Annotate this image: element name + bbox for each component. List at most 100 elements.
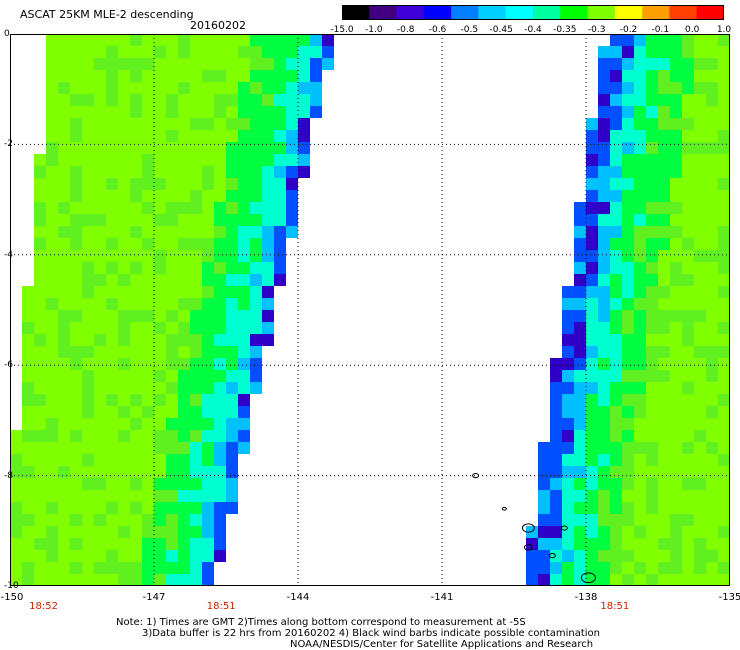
- swath-cell: [214, 58, 226, 70]
- swath-cell: [574, 538, 586, 550]
- swath-cell: [286, 178, 298, 190]
- swath-cell: [106, 274, 118, 286]
- swath-cell: [166, 358, 178, 370]
- swath-cell: [670, 238, 682, 250]
- colorbar-tick-label: -0.45: [489, 25, 513, 35]
- swath-cell: [130, 250, 142, 262]
- swath-cell: [262, 250, 274, 262]
- swath-cell: [646, 106, 658, 118]
- swath-cell: [706, 34, 718, 46]
- swath-cell: [70, 262, 82, 274]
- swath-cell: [190, 430, 202, 442]
- swath-cell: [682, 346, 694, 358]
- swath-cell: [214, 346, 226, 358]
- swath-cell: [658, 286, 670, 298]
- swath-cell: [298, 154, 310, 166]
- swath-time-label: 18:51: [206, 601, 236, 612]
- colorbar-segment: [696, 5, 724, 20]
- colorbar: [342, 5, 724, 20]
- swath-cell: [142, 262, 154, 274]
- swath-cell: [550, 430, 562, 442]
- swath-cell: [658, 514, 670, 526]
- swath-cell: [274, 106, 286, 118]
- swath-cell: [214, 550, 226, 562]
- swath-cell: [154, 34, 166, 46]
- swath-cell: [658, 550, 670, 562]
- swath-cell: [262, 286, 274, 298]
- colorbar-segment: [587, 5, 616, 20]
- swath-cell: [142, 34, 154, 46]
- swath-cell: [142, 274, 154, 286]
- swath-cell: [238, 310, 250, 322]
- swath-cell: [586, 418, 598, 430]
- swath-cell: [142, 190, 154, 202]
- swath-cell: [658, 118, 670, 130]
- swath-cell: [106, 478, 118, 490]
- swath-cell: [70, 358, 82, 370]
- swath-cell: [82, 166, 94, 178]
- swath-cell: [34, 526, 46, 538]
- swath-cell: [106, 238, 118, 250]
- swath-cell: [598, 502, 610, 514]
- swath-cell: [58, 274, 70, 286]
- swath-cell: [610, 190, 622, 202]
- swath-cell: [634, 382, 646, 394]
- swath-cell: [250, 262, 262, 274]
- swath-cell: [190, 562, 202, 574]
- swath-cell: [622, 238, 634, 250]
- swath-cell: [190, 382, 202, 394]
- longitude-label: -147: [142, 592, 166, 603]
- swath-cell: [298, 82, 310, 94]
- swath-cell: [646, 118, 658, 130]
- swath-cell: [694, 82, 706, 94]
- swath-cell: [274, 202, 286, 214]
- colorbar-segment: [451, 5, 479, 20]
- swath-cell: [550, 478, 562, 490]
- swath-cell: [142, 442, 154, 454]
- swath-cell: [106, 466, 118, 478]
- swath-cell: [166, 226, 178, 238]
- swath-cell: [706, 154, 718, 166]
- swath-cell: [10, 466, 22, 478]
- swath-cell: [262, 298, 274, 310]
- swath-cell: [10, 526, 22, 538]
- swath-cell: [154, 310, 166, 322]
- swath-cell: [202, 178, 214, 190]
- swath-cell: [34, 262, 46, 274]
- swath-cell: [46, 454, 58, 466]
- swath-cell: [94, 562, 106, 574]
- swath-cell: [70, 58, 82, 70]
- swath-cell: [718, 526, 730, 538]
- swath-cell: [646, 130, 658, 142]
- note-line-2: 3)Data buffer is 22 hrs from 20160202 4)…: [142, 628, 600, 639]
- swath-cell: [274, 166, 286, 178]
- swath-cell: [190, 46, 202, 58]
- swath-cell: [130, 214, 142, 226]
- swath-cell: [94, 478, 106, 490]
- swath-cell: [214, 154, 226, 166]
- swath-cell: [718, 514, 730, 526]
- swath-cell: [130, 178, 142, 190]
- swath-cell: [58, 478, 70, 490]
- swath-cell: [130, 430, 142, 442]
- swath-cell: [718, 106, 730, 118]
- swath-cell: [214, 214, 226, 226]
- swath-cell: [610, 358, 622, 370]
- swath-cell: [178, 346, 190, 358]
- swath-cell: [670, 490, 682, 502]
- swath-cell: [214, 238, 226, 250]
- swath-cell: [634, 94, 646, 106]
- swath-cell: [574, 550, 586, 562]
- swath-cell: [22, 298, 34, 310]
- swath-cell: [202, 58, 214, 70]
- swath-cell: [586, 466, 598, 478]
- swath-cell: [298, 70, 310, 82]
- swath-cell: [694, 346, 706, 358]
- swath-cell: [34, 538, 46, 550]
- swath-cell: [610, 70, 622, 82]
- swath-cell: [250, 34, 262, 46]
- swath-cell: [226, 106, 238, 118]
- swath-cell: [718, 478, 730, 490]
- swath-cell: [622, 214, 634, 226]
- swath-cell: [22, 478, 34, 490]
